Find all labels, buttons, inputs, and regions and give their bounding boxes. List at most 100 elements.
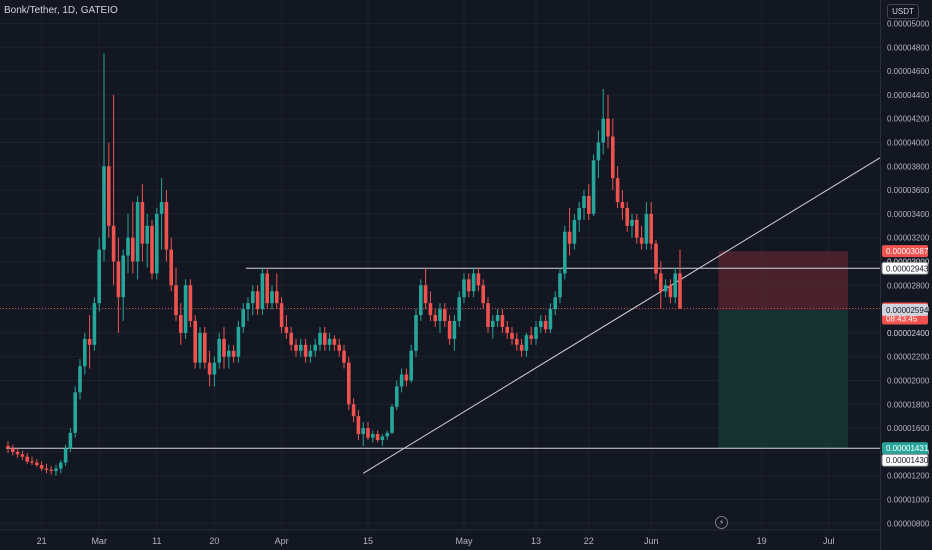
candle xyxy=(246,303,250,310)
candle xyxy=(126,237,130,256)
y-tick-label: 0.00002800 xyxy=(887,281,930,290)
candle xyxy=(481,285,485,304)
candle xyxy=(217,338,221,363)
candle xyxy=(366,428,370,438)
candle xyxy=(313,344,317,351)
candle xyxy=(25,456,29,462)
candle xyxy=(222,338,226,357)
price-axis-separator xyxy=(880,0,881,550)
candle xyxy=(327,338,332,345)
candle xyxy=(563,231,567,274)
take-profit-zone xyxy=(718,309,848,449)
candle xyxy=(476,273,481,286)
candle xyxy=(462,279,466,298)
y-tick-label: 0.00004400 xyxy=(887,91,930,100)
currency-unit-button[interactable]: USDT xyxy=(887,4,919,19)
candle xyxy=(203,332,207,363)
lightning-icon[interactable]: ⚡ xyxy=(715,516,728,529)
candle xyxy=(399,374,404,387)
candle xyxy=(447,321,452,339)
candle xyxy=(351,404,356,417)
x-tick-label: 11 xyxy=(152,536,161,546)
candle xyxy=(116,261,121,298)
candle xyxy=(423,285,428,304)
candle xyxy=(102,166,106,250)
y-tick-label: 0.00002400 xyxy=(887,329,930,338)
target-price-badge: 0.00001431 xyxy=(886,444,929,453)
candle xyxy=(155,213,159,274)
x-tick-label: 21 xyxy=(37,536,47,546)
candle xyxy=(347,362,351,405)
candle xyxy=(308,350,313,357)
stop-price-badge-bg xyxy=(882,245,928,258)
x-tick-label: 20 xyxy=(209,536,219,546)
candle xyxy=(63,448,68,463)
candle xyxy=(591,160,596,214)
candle xyxy=(183,285,188,333)
candle xyxy=(35,462,39,465)
candle xyxy=(251,291,255,304)
candle xyxy=(111,225,116,262)
candle xyxy=(644,213,649,244)
trendline xyxy=(362,156,882,474)
candle xyxy=(649,213,653,244)
candle xyxy=(385,432,389,437)
support-price-badge: 0.00001430 xyxy=(886,456,929,465)
candle xyxy=(371,434,375,438)
candle xyxy=(68,432,73,449)
candle xyxy=(44,468,49,470)
candle xyxy=(414,315,418,351)
candle xyxy=(265,273,269,304)
symbol-title[interactable]: Bonk/Tether, 1D, GATEIO xyxy=(4,5,118,16)
candle xyxy=(342,350,346,363)
candle xyxy=(486,303,490,327)
candle xyxy=(380,436,385,440)
candle xyxy=(198,332,202,363)
candle xyxy=(601,118,605,143)
candle xyxy=(15,451,20,455)
candle xyxy=(572,219,577,244)
candle xyxy=(275,291,279,304)
y-tick-label: 0.00004200 xyxy=(887,115,930,124)
candle xyxy=(11,448,15,452)
candle xyxy=(519,344,524,351)
candle xyxy=(491,321,495,327)
candle xyxy=(505,326,509,333)
x-tick-label: Jun xyxy=(644,536,659,546)
candle xyxy=(164,202,169,250)
entry-price-badge: 0.00002594 xyxy=(886,306,929,315)
candle xyxy=(54,468,58,471)
candle xyxy=(30,461,34,463)
x-tick-label: 13 xyxy=(531,536,541,546)
y-tick-label: 0.00002000 xyxy=(887,377,930,386)
candle xyxy=(558,273,562,298)
candle xyxy=(294,344,298,351)
candle xyxy=(323,332,327,345)
candle xyxy=(270,291,274,304)
y-tick-label: 0.00004600 xyxy=(887,67,930,76)
y-tick-label: 0.00003600 xyxy=(887,186,930,195)
candle xyxy=(615,178,620,202)
candle xyxy=(419,285,423,316)
candle xyxy=(577,207,581,220)
candle xyxy=(515,338,519,345)
candle xyxy=(457,297,461,321)
candle xyxy=(471,273,476,292)
candle xyxy=(529,335,533,339)
y-tick-label: 0.00004800 xyxy=(887,43,930,52)
candle xyxy=(73,392,77,433)
candle xyxy=(356,416,361,435)
candle xyxy=(241,309,245,327)
candle xyxy=(510,332,514,339)
y-tick-label: 0.00001800 xyxy=(887,400,930,409)
candle xyxy=(78,366,82,393)
y-tick-label: 0.00002400 xyxy=(887,329,930,338)
candle xyxy=(467,279,471,292)
candle xyxy=(390,406,394,433)
candle xyxy=(337,344,341,351)
candle xyxy=(375,434,380,440)
stop-price-badge: 0.00003087 xyxy=(886,247,929,256)
candle xyxy=(654,243,658,274)
resistance-price-badge: 0.00002943 xyxy=(886,264,929,273)
